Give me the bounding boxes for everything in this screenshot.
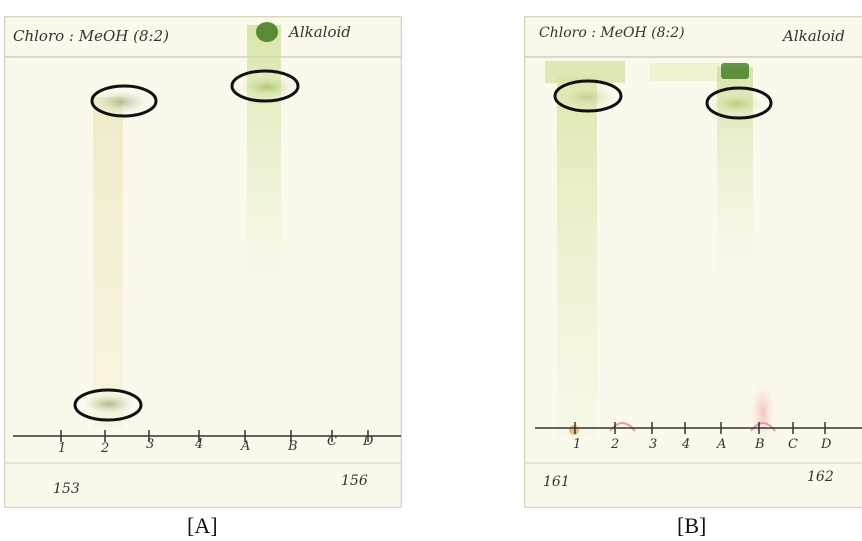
lane-ticks bbox=[60, 430, 369, 442]
tlc-plate-a: Chloro : MeOH (8:2) Alkaloid 1 2 3 4 A B… bbox=[4, 16, 402, 508]
lane-label-1: 1 bbox=[573, 437, 582, 452]
solvent-label: Chloro : MeOH (8:2) bbox=[539, 25, 685, 41]
sample-number-left: 153 bbox=[53, 481, 80, 497]
lane-ticks bbox=[574, 422, 826, 434]
lane-label-c: C bbox=[788, 437, 798, 452]
lane-label-1: 1 bbox=[58, 441, 67, 456]
circle-marker-3 bbox=[73, 388, 143, 422]
caption-a: [A] bbox=[187, 513, 218, 538]
spot-lane1-baseline bbox=[569, 425, 579, 435]
lane-label-4: 4 bbox=[195, 437, 204, 452]
alkaloid-dark-spot bbox=[721, 63, 749, 79]
lane-label-d: D bbox=[821, 437, 832, 452]
solvent-label: Chloro : MeOH (8:2) bbox=[13, 27, 169, 45]
lane-label-2: 2 bbox=[611, 437, 620, 452]
lane-label-a: A bbox=[717, 437, 727, 452]
circle-marker-2 bbox=[705, 86, 773, 120]
alkaloid-streak bbox=[247, 25, 281, 325]
circle-marker-2 bbox=[230, 69, 300, 103]
lane-label-c: C bbox=[327, 434, 337, 449]
circle-marker-1 bbox=[553, 79, 623, 113]
pink-streak-b bbox=[751, 382, 775, 442]
lane-label-b: B bbox=[288, 439, 298, 454]
sample-number-right: 162 bbox=[807, 469, 834, 485]
lane-label-4: 4 bbox=[682, 437, 691, 452]
lane-1-streak bbox=[557, 77, 597, 437]
lane-label-3: 3 bbox=[649, 437, 658, 452]
tlc-plate-b: Chloro : MeOH (8:2) Alkaloid 1 2 3 4 A B… bbox=[524, 16, 862, 508]
alkaloid-label: Alkaloid bbox=[289, 23, 351, 41]
spot-alkaloid bbox=[709, 93, 765, 115]
caption-b: [B] bbox=[677, 513, 707, 538]
sample-number-left: 161 bbox=[543, 474, 570, 490]
middle-top-band bbox=[650, 63, 720, 81]
plate-a-drawing bbox=[5, 22, 401, 464]
alkaloid-label: Alkaloid bbox=[783, 27, 845, 45]
lane-label-b: B bbox=[755, 437, 765, 452]
lane-2-streak bbox=[93, 97, 123, 427]
plate-b-drawing bbox=[525, 56, 862, 464]
lane-label-a: A bbox=[241, 439, 251, 454]
circle-marker-1 bbox=[90, 84, 158, 118]
spot-lane2-bottom bbox=[83, 394, 135, 414]
spot-lane2-baseline bbox=[609, 422, 636, 432]
spot-alkaloid bbox=[239, 75, 295, 99]
lane-label-d: D bbox=[363, 434, 374, 449]
lane-label-2: 2 bbox=[101, 441, 110, 456]
alkaloid-dark-spot bbox=[256, 22, 278, 42]
spot-lane2-top bbox=[95, 91, 147, 113]
spot-lane1 bbox=[559, 85, 615, 109]
lane-label-3: 3 bbox=[146, 437, 155, 452]
sample-number-right: 156 bbox=[341, 473, 368, 489]
